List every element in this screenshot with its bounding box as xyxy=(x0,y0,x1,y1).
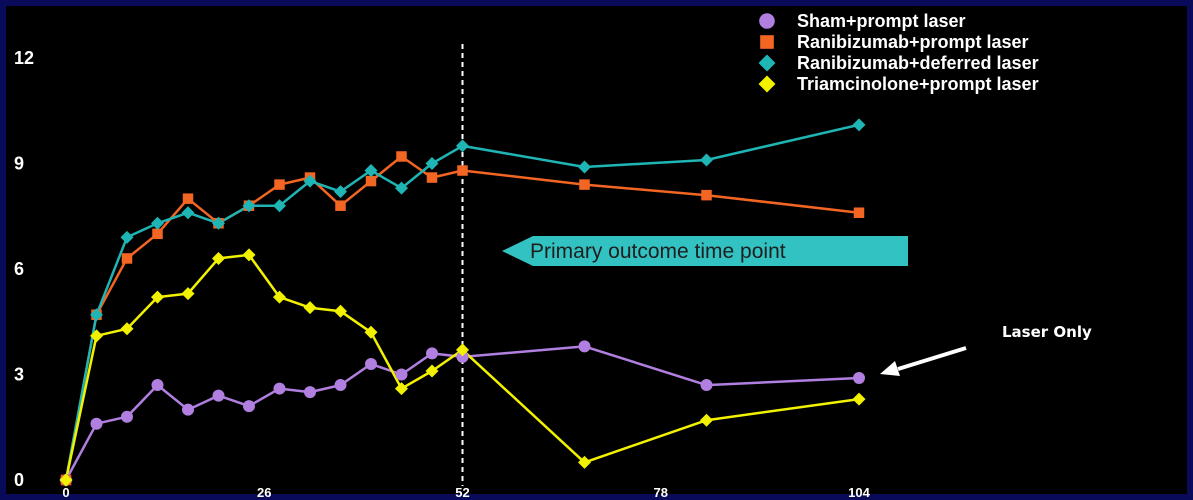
x-tick-label: 78 xyxy=(654,485,668,500)
data-point-sham-prompt-laser xyxy=(334,379,347,392)
data-point-ranibizumab-prompt-laser xyxy=(335,200,346,211)
legend-item: Ranibizumab+prompt laser xyxy=(760,32,1029,52)
data-point-ranibizumab-deferred-laser xyxy=(425,157,439,170)
legend-marker xyxy=(758,54,776,72)
primary-outcome-arrow-shape xyxy=(502,236,908,266)
data-point-sham-prompt-laser xyxy=(151,379,164,392)
primary-outcome-annotation: Primary outcome time point xyxy=(502,236,908,266)
laser-only-arrow-head xyxy=(880,361,900,376)
primary-outcome-label: Primary outcome time point xyxy=(530,240,786,263)
x-tick-label: 0 xyxy=(62,485,69,500)
data-point-ranibizumab-prompt-laser xyxy=(182,193,194,204)
data-point-sham-prompt-laser xyxy=(853,372,865,385)
data-point-ranibizumab-deferred-laser xyxy=(334,185,347,199)
laser-only-annotation: Laser Only xyxy=(880,323,1092,376)
data-point-sham-prompt-laser xyxy=(90,417,103,430)
data-point-triamcinolone-prompt-laser xyxy=(90,329,103,343)
data-point-ranibizumab-deferred-laser xyxy=(456,139,469,153)
data-point-sham-prompt-laser xyxy=(273,382,286,395)
data-point-triamcinolone-prompt-laser xyxy=(395,382,408,396)
laser-only-label: Laser Only xyxy=(1002,323,1092,341)
data-point-sham-prompt-laser xyxy=(243,400,255,413)
data-point-ranibizumab-prompt-laser xyxy=(152,228,163,240)
data-point-triamcinolone-prompt-laser xyxy=(59,473,73,487)
legend-marker xyxy=(760,35,774,49)
y-tick-label: 3 xyxy=(14,365,24,385)
data-point-ranibizumab-deferred-laser xyxy=(212,216,225,230)
data-point-ranibizumab-deferred-laser xyxy=(242,199,256,213)
series-markers xyxy=(59,118,866,487)
data-point-sham-prompt-laser xyxy=(578,340,591,353)
data-point-ranibizumab-deferred-laser xyxy=(273,199,286,213)
legend-label: Ranibizumab+prompt laser xyxy=(797,32,1029,52)
data-point-ranibizumab-prompt-laser xyxy=(457,165,468,176)
data-point-triamcinolone-prompt-laser xyxy=(242,248,256,262)
legend-label: Ranibizumab+deferred laser xyxy=(797,53,1039,73)
data-point-sham-prompt-laser xyxy=(456,350,469,363)
legend-item: Triamcinolone+prompt laser xyxy=(758,74,1039,94)
data-point-ranibizumab-deferred-laser xyxy=(364,164,378,178)
data-point-triamcinolone-prompt-laser xyxy=(273,290,286,304)
x-tick-label: 52 xyxy=(455,485,469,500)
data-point-triamcinolone-prompt-laser xyxy=(425,364,439,378)
legend-item: Ranibizumab+deferred laser xyxy=(758,53,1039,73)
data-point-ranibizumab-deferred-laser xyxy=(852,118,866,132)
legend-label: Triamcinolone+prompt laser xyxy=(797,74,1039,94)
data-point-ranibizumab-deferred-laser xyxy=(90,308,103,322)
data-point-triamcinolone-prompt-laser xyxy=(212,251,225,265)
data-point-sham-prompt-laser xyxy=(700,379,713,392)
legend-marker xyxy=(758,75,776,93)
y-tick-label: 9 xyxy=(14,154,24,174)
data-point-ranibizumab-prompt-laser xyxy=(396,151,407,162)
data-point-sham-prompt-laser xyxy=(365,357,377,370)
data-point-ranibizumab-deferred-laser xyxy=(395,181,408,195)
data-point-sham-prompt-laser xyxy=(304,386,316,399)
data-point-ranibizumab-deferred-laser xyxy=(181,206,195,220)
data-point-ranibizumab-prompt-laser xyxy=(274,179,285,190)
data-point-triamcinolone-prompt-laser xyxy=(303,301,317,315)
data-point-triamcinolone-prompt-laser xyxy=(852,392,866,406)
data-point-sham-prompt-laser xyxy=(212,389,225,402)
data-point-ranibizumab-deferred-laser xyxy=(120,230,134,244)
data-point-triamcinolone-prompt-laser xyxy=(120,322,134,336)
data-point-triamcinolone-prompt-laser xyxy=(364,325,378,339)
data-point-triamcinolone-prompt-laser xyxy=(151,290,164,304)
y-tick-label: 6 xyxy=(14,259,24,279)
legend-label: Sham+prompt laser xyxy=(797,11,966,31)
x-tick-label: 104 xyxy=(848,485,870,500)
data-point-ranibizumab-prompt-laser xyxy=(426,172,438,183)
y-tick-label: 12 xyxy=(14,48,34,68)
data-point-sham-prompt-laser xyxy=(121,410,133,423)
data-point-ranibizumab-prompt-laser xyxy=(579,179,590,190)
data-point-ranibizumab-deferred-laser xyxy=(578,160,591,174)
data-point-ranibizumab-prompt-laser xyxy=(853,207,865,218)
data-point-ranibizumab-deferred-laser xyxy=(303,174,317,188)
data-point-ranibizumab-prompt-laser xyxy=(701,189,712,201)
data-point-triamcinolone-prompt-laser xyxy=(334,304,347,318)
data-point-ranibizumab-deferred-laser xyxy=(151,216,164,230)
laser-only-arrow-line xyxy=(897,346,967,371)
y-tick-label: 0 xyxy=(14,470,24,490)
legend-item: Sham+prompt laser xyxy=(759,11,966,31)
data-point-sham-prompt-laser xyxy=(426,347,438,360)
data-point-triamcinolone-prompt-laser xyxy=(181,287,195,301)
data-point-triamcinolone-prompt-laser xyxy=(700,413,713,427)
x-tick-label: 26 xyxy=(257,485,271,500)
data-point-ranibizumab-prompt-laser xyxy=(365,175,377,187)
data-point-ranibizumab-prompt-laser xyxy=(121,253,133,264)
data-point-sham-prompt-laser xyxy=(182,403,194,416)
axis-tick-labels: 0 3 6 9 12 0 26 52 78 104 xyxy=(14,48,871,500)
legend-marker xyxy=(759,13,775,29)
data-point-triamcinolone-prompt-laser xyxy=(456,343,469,357)
data-point-sham-prompt-laser xyxy=(395,368,408,381)
data-point-triamcinolone-prompt-laser xyxy=(578,455,591,469)
data-point-ranibizumab-deferred-laser xyxy=(700,153,713,167)
